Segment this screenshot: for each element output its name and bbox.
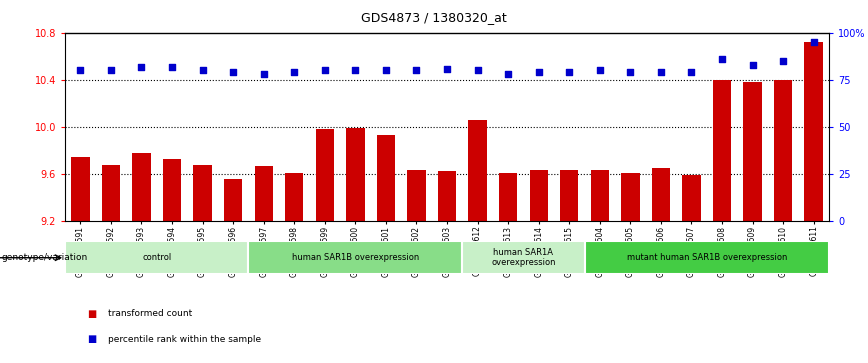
Bar [71, 156, 89, 221]
Point [104, 68, 118, 73]
Text: ■: ■ [87, 309, 96, 319]
Text: control: control [142, 253, 171, 262]
Point [135, 64, 148, 70]
Point [562, 69, 576, 75]
Bar [713, 80, 731, 221]
Point [227, 69, 240, 75]
Bar [194, 165, 212, 221]
Point [623, 69, 637, 75]
Bar [463, 241, 584, 274]
Bar [682, 175, 700, 221]
Point [348, 68, 362, 73]
Bar [377, 135, 395, 221]
Point [806, 39, 820, 45]
Bar [469, 120, 487, 221]
Bar [254, 166, 273, 221]
Bar [224, 179, 242, 221]
Bar [132, 153, 151, 221]
Point [776, 58, 790, 64]
Point [287, 69, 301, 75]
Bar [560, 170, 578, 221]
Bar [805, 42, 823, 221]
Point [318, 68, 332, 73]
Bar [774, 80, 792, 221]
Point [440, 66, 454, 72]
Point [195, 68, 209, 73]
Text: GDS4873 / 1380320_at: GDS4873 / 1380320_at [361, 11, 507, 24]
Bar [652, 168, 670, 221]
Point [470, 68, 484, 73]
Bar [529, 170, 548, 221]
Point [257, 71, 271, 77]
Text: human SAR1B overexpression: human SAR1B overexpression [292, 253, 419, 262]
Point [501, 71, 515, 77]
Bar [499, 173, 517, 221]
Point [74, 68, 88, 73]
Bar [285, 173, 304, 221]
Point [746, 62, 760, 68]
Bar [102, 165, 120, 221]
Bar [743, 82, 762, 221]
Point [165, 64, 179, 70]
Bar [621, 173, 640, 221]
Point [654, 69, 667, 75]
Point [593, 68, 607, 73]
Text: transformed count: transformed count [108, 310, 193, 318]
Bar [316, 130, 334, 221]
Text: genotype/variation: genotype/variation [2, 253, 88, 262]
Point [715, 56, 729, 62]
Point [410, 68, 424, 73]
Text: percentile rank within the sample: percentile rank within the sample [108, 335, 261, 344]
Text: mutant human SAR1B overexpression: mutant human SAR1B overexpression [627, 253, 787, 262]
Bar [65, 241, 248, 274]
Bar [437, 171, 457, 221]
Text: ■: ■ [87, 334, 96, 344]
Text: human SAR1A
overexpression: human SAR1A overexpression [491, 248, 556, 268]
Point [685, 69, 699, 75]
Bar [163, 159, 181, 221]
Bar [346, 128, 365, 221]
Bar [407, 170, 425, 221]
Point [379, 68, 393, 73]
Point [532, 69, 546, 75]
Bar [248, 241, 463, 274]
Bar [584, 241, 829, 274]
Bar [590, 170, 609, 221]
